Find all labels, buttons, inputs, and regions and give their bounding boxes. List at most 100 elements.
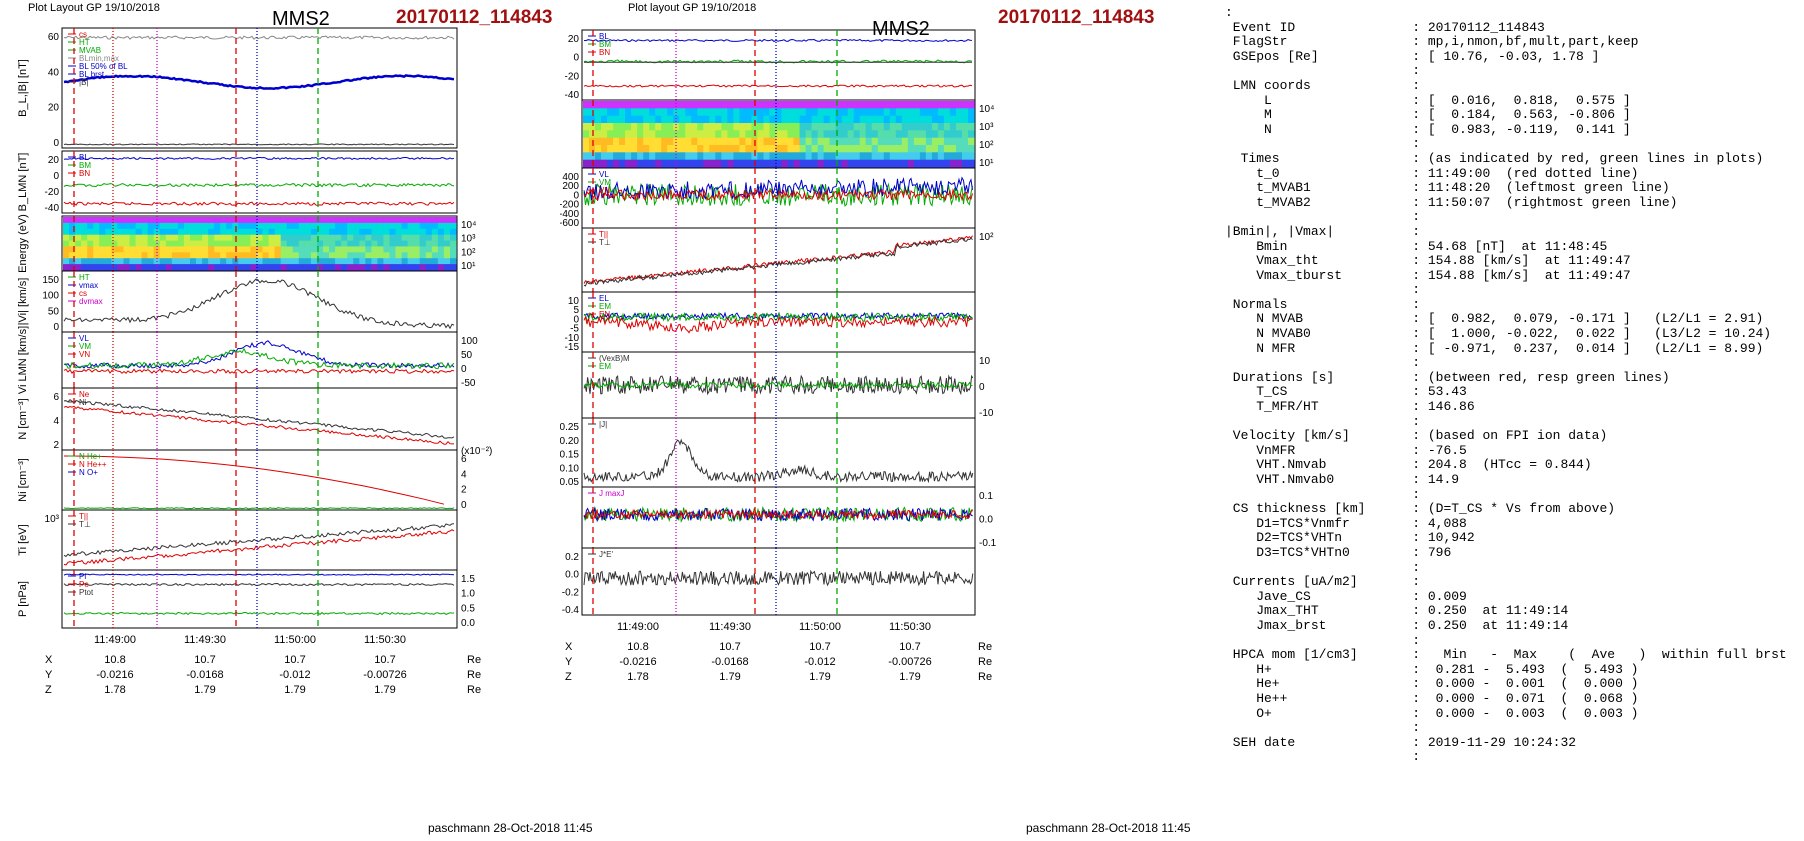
spectrogram-cell xyxy=(250,217,257,224)
spectrogram-cell xyxy=(937,101,945,109)
spectrogram-cell xyxy=(925,137,933,146)
spectrogram-cell xyxy=(601,152,608,161)
spectrogram-cell xyxy=(733,101,740,109)
spectrogram-cell xyxy=(413,240,421,248)
spectrogram-cell xyxy=(685,123,692,131)
summary-row: T_MFR/HT : 146.86 xyxy=(1225,400,1795,415)
spectrogram-cell xyxy=(431,217,439,224)
series-line xyxy=(63,182,455,188)
spectrogram-cell xyxy=(685,137,692,146)
panel-ylabel: Vi LMN [km/s] xyxy=(17,326,29,394)
spectrogram-cell xyxy=(907,115,915,124)
spectrogram-cell xyxy=(757,145,764,153)
spectrogram-cell xyxy=(425,240,433,248)
spectrogram-cell xyxy=(69,252,76,259)
spectrogram-cell xyxy=(913,159,921,168)
left-spacecraft-title: MMS2 xyxy=(272,8,330,30)
tick-label: 0.25 xyxy=(560,422,579,433)
spectrogram-cell xyxy=(799,115,807,124)
summary-value: : [ -0.971, 0.237, 0.014 ] (L2/L1 = 8.99… xyxy=(1412,341,1764,356)
spectrogram-cell xyxy=(341,264,348,271)
spectrogram-cell xyxy=(745,145,752,153)
spectrogram-cell xyxy=(709,152,716,161)
summary-row: VHT.Nmvab : 204.8 (HTcc = 0.844) xyxy=(1225,458,1795,473)
spectrogram-cell xyxy=(165,217,173,224)
spectrogram-cell xyxy=(643,101,650,109)
spectrogram-cell xyxy=(895,123,903,131)
spectrogram-cell xyxy=(105,234,112,242)
summary-label: |Bmin|, |Vmax| xyxy=(1225,224,1413,239)
spectrogram-cell xyxy=(419,258,427,265)
spectrogram-cell xyxy=(365,252,372,259)
spectrogram-cell xyxy=(751,115,758,124)
spectrogram-cell xyxy=(214,240,221,248)
spectrogram-cell xyxy=(643,108,650,117)
spectrogram-cell xyxy=(715,137,722,146)
spectrogram-cell xyxy=(769,152,777,161)
spectrogram-cell xyxy=(407,264,415,271)
spectrogram-cell xyxy=(962,123,969,131)
series-line xyxy=(583,188,973,202)
spectrogram-cell xyxy=(817,130,825,139)
spectrogram-cell xyxy=(147,264,155,271)
spectrogram-cell xyxy=(901,108,909,117)
spectrogram-cell xyxy=(583,108,590,117)
series-line xyxy=(63,507,455,510)
spectrogram-cell xyxy=(931,130,939,139)
spectrogram-cell xyxy=(401,222,409,230)
spectrogram-cell xyxy=(220,264,227,271)
spectrogram-cell xyxy=(413,234,421,242)
spectrogram-cell xyxy=(353,228,360,236)
summary-label: VHT.Nmvab xyxy=(1225,458,1413,473)
spectrogram-cell xyxy=(709,115,716,124)
legend-label: T⊥ xyxy=(79,520,91,529)
spectrogram-cell xyxy=(805,145,813,153)
spectrogram-cell xyxy=(75,246,82,253)
spectrogram-cell xyxy=(956,152,963,161)
tick-label: 5 xyxy=(573,305,579,316)
spectrogram-cell xyxy=(757,101,764,109)
summary-row: He++ : 0.000 - 0.071 ( 0.068 ) xyxy=(1225,692,1795,707)
spectrogram-cell xyxy=(727,101,734,109)
spectrogram-cell xyxy=(817,101,825,109)
spectrogram-cell xyxy=(359,246,366,253)
summary-row: : xyxy=(1225,283,1795,298)
spectrogram-cell xyxy=(280,240,288,248)
spectrogram-cell xyxy=(443,217,451,224)
spectrogram-cell xyxy=(751,123,758,131)
summary-label: N xyxy=(1225,122,1413,137)
spectrogram-cell xyxy=(117,240,124,248)
legend-label: VL xyxy=(599,170,609,179)
spectrogram-cell xyxy=(799,159,807,168)
series-line xyxy=(63,573,455,576)
spectrogram-cell xyxy=(601,145,608,153)
spectrogram-cell xyxy=(244,234,251,242)
spectrogram-cell xyxy=(853,108,861,117)
spectrogram-cell xyxy=(141,246,149,253)
spectrogram-cell xyxy=(220,240,227,248)
spectrogram-cell xyxy=(679,101,686,109)
summary-value: : 10,942 xyxy=(1412,531,1475,546)
spectrogram-cell xyxy=(589,108,596,117)
spectrogram-cell xyxy=(643,115,650,124)
summary-label: Jave_CS xyxy=(1225,589,1413,604)
tick-label: 10⁴ xyxy=(461,220,476,231)
spectrogram-cell xyxy=(847,130,855,139)
spectrogram-cell xyxy=(775,123,783,131)
spectrogram-cell xyxy=(123,240,131,248)
spectrogram-cell xyxy=(703,152,710,161)
spectrogram-cell xyxy=(943,101,951,109)
spectrogram-cell xyxy=(286,234,294,242)
spectrogram-cell xyxy=(727,108,734,117)
spectrogram-cell xyxy=(799,101,807,109)
spectrogram-cell xyxy=(371,258,378,265)
spectrogram-cell xyxy=(69,240,76,248)
summary-value: : 11:49:00 (red dotted line) xyxy=(1412,166,1639,181)
spectrogram-cell xyxy=(159,222,167,230)
spectrogram-cell xyxy=(365,222,372,230)
spectrogram-cell xyxy=(775,145,783,153)
tick-label: 10² xyxy=(979,232,994,243)
spectrogram-cell xyxy=(226,240,233,248)
summary-value: : 154.88 [km/s] at 11:49:47 xyxy=(1412,254,1631,269)
spectrogram-cell xyxy=(93,246,100,253)
